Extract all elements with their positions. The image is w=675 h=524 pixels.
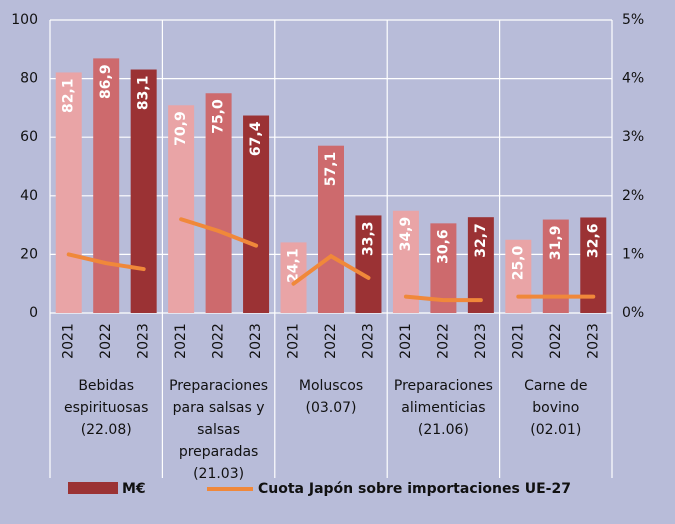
value-label: 24,1 (286, 248, 302, 283)
y2-tick-label: 0% (622, 305, 644, 321)
x-tick-label: 2022 (98, 323, 114, 359)
value-label: 57,1 (323, 152, 339, 187)
y2-tick-label: 4% (622, 71, 644, 87)
group-label: (21.03) (193, 466, 244, 482)
x-tick-label: 2021 (173, 323, 189, 359)
value-label: 67,4 (248, 121, 264, 156)
x-tick-label: 2021 (286, 323, 302, 359)
group-label: Preparaciones (169, 378, 268, 394)
legend-label: M€ (122, 481, 146, 497)
value-label: 83,1 (136, 76, 152, 111)
legend-label: Cuota Japón sobre importaciones UE-27 (258, 481, 571, 497)
x-tick-label: 2023 (473, 323, 489, 359)
y2-tick-label: 3% (622, 129, 644, 145)
bar (130, 69, 157, 313)
group-label: (03.07) (305, 400, 356, 416)
x-tick-label: 2023 (585, 323, 601, 359)
y2-tick-label: 2% (622, 188, 644, 204)
y-tick-label: 80 (20, 71, 38, 87)
value-label: 32,6 (585, 223, 601, 258)
bar (93, 58, 120, 314)
group-label: Preparaciones (394, 378, 493, 394)
line (291, 253, 371, 286)
line (179, 217, 259, 248)
group-label: salsas (197, 422, 240, 438)
value-label: 82,1 (61, 78, 77, 113)
legend-swatch (68, 482, 118, 494)
bar (505, 239, 532, 313)
group-label: Moluscos (299, 378, 363, 394)
y2-tick-label: 1% (622, 246, 644, 262)
bar (355, 215, 382, 313)
value-label: 86,9 (98, 64, 114, 99)
x-tick-label: 2022 (211, 323, 227, 359)
bar (318, 145, 344, 313)
x-tick-label: 2023 (136, 323, 152, 359)
x-tick-label: 2023 (248, 323, 264, 359)
group-label: (02.01) (530, 422, 581, 438)
group-label: bovino (532, 400, 579, 416)
y2-tick-label: 5% (622, 12, 644, 28)
value-label: 31,9 (548, 226, 564, 261)
x-tick-label: 2022 (323, 323, 339, 359)
group-label: alimenticias (401, 400, 485, 416)
group-label: espirituosas (64, 400, 148, 416)
y-tick-label: 20 (20, 246, 38, 262)
value-label: 33,3 (360, 221, 376, 256)
y-tick-label: 60 (20, 129, 38, 145)
bar (467, 217, 494, 313)
x-tick-label: 2023 (360, 323, 376, 359)
group-label: Carne de (524, 378, 587, 394)
x-tick-label: 2022 (548, 323, 564, 359)
y-tick-label: 40 (20, 188, 38, 204)
group-label: (22.08) (81, 422, 132, 438)
value-label: 70,9 (173, 111, 189, 146)
y-tick-label: 0 (29, 305, 38, 321)
group-label: Bebidas (78, 378, 134, 394)
value-label: 32,7 (473, 223, 489, 258)
group-label: para salsas y (173, 400, 265, 416)
group-label: (21.06) (418, 422, 469, 438)
line (403, 294, 483, 303)
x-tick-label: 2021 (510, 323, 526, 359)
value-label: 75,0 (211, 99, 227, 134)
x-tick-label: 2022 (435, 323, 451, 359)
y-tick-label: 100 (11, 12, 38, 28)
bar (205, 93, 232, 313)
x-tick-label: 2021 (61, 323, 77, 359)
bar (243, 115, 270, 313)
group-label: preparadas (179, 444, 259, 460)
bar (55, 72, 82, 314)
bar (168, 105, 195, 313)
line (66, 252, 146, 272)
x-tick-label: 2021 (398, 323, 414, 359)
value-label: 34,9 (398, 217, 414, 252)
value-label: 25,0 (510, 245, 526, 280)
value-label: 30,6 (435, 229, 451, 264)
